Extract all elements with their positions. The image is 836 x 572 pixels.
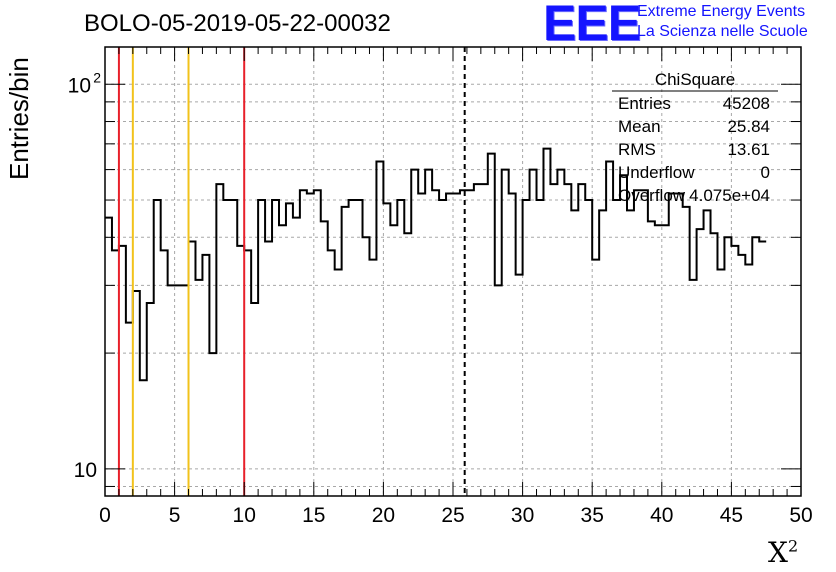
stats-value-mean: 25.84 xyxy=(727,117,770,136)
histogram-outline xyxy=(105,147,767,382)
stats-title: ChiSquare xyxy=(654,70,736,89)
x-tick-label-0: 0 xyxy=(99,504,111,527)
y-tick-label-10: 10 xyxy=(74,459,97,482)
grid xyxy=(105,47,801,496)
x-axis-label-exponent: 2 xyxy=(787,536,799,556)
stats-label-underflow: Underflow xyxy=(618,163,695,182)
x-tick-label-15: 15 xyxy=(302,504,325,527)
x-axis-label-text: X xyxy=(768,536,788,569)
x-tick-label-35: 35 xyxy=(581,504,604,527)
y-axis-label: Entries/bin xyxy=(4,57,34,180)
stats-value-overflow: 4.075e+04 xyxy=(689,186,770,205)
stats-label-entries: Entries xyxy=(618,94,671,113)
stats-value-rms: 13.61 xyxy=(727,140,770,159)
x-tick-label-45: 45 xyxy=(720,504,743,527)
logo-subtitle-1: Extreme Energy Events xyxy=(637,3,806,20)
x-tick-label-5: 5 xyxy=(169,504,181,527)
stats-label-overflow: Overflow xyxy=(618,186,686,205)
x-tick-label-20: 20 xyxy=(372,504,395,527)
stats-value-underflow: 0 xyxy=(760,163,770,182)
x-tick-label-40: 40 xyxy=(650,504,673,527)
x-tick-label-10: 10 xyxy=(233,504,256,527)
y-tick-label-exponent: 2 xyxy=(93,69,101,85)
eee-logo: EEE xyxy=(543,0,641,51)
chart-title: BOLO-05-2019-05-22-00032 xyxy=(84,10,391,37)
marker-lines xyxy=(117,47,466,496)
x-tick-label-50: 50 xyxy=(789,504,812,527)
logo-subtitle-2: La Scienza nelle Scuole xyxy=(637,23,808,40)
histogram xyxy=(105,147,767,382)
stats-label-mean: Mean xyxy=(618,117,661,136)
axes xyxy=(104,46,802,497)
x-tick-label-30: 30 xyxy=(511,504,534,527)
stats-value-entries: 45208 xyxy=(722,94,770,113)
stats-label-rms: RMS xyxy=(618,140,656,159)
x-tick-label-25: 25 xyxy=(441,504,464,527)
x-axis-label: X2 xyxy=(768,536,798,569)
y-tick-label-100: 10 xyxy=(68,74,91,97)
